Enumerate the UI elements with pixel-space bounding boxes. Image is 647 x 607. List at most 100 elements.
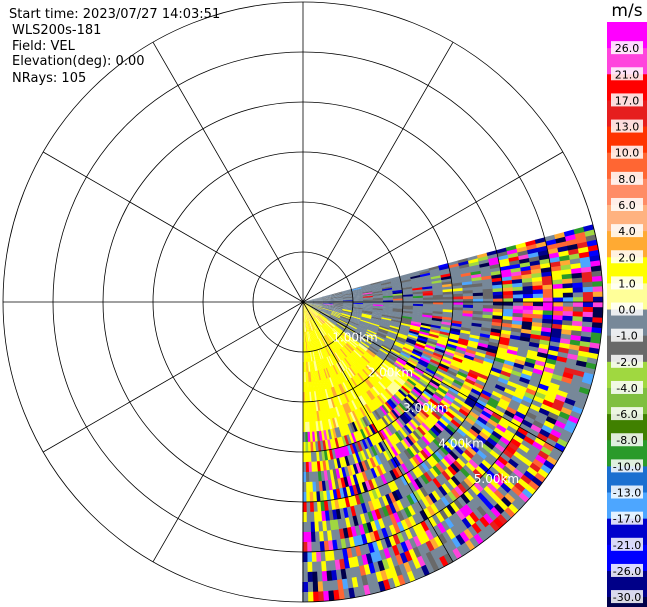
- velocity-gate: [532, 289, 544, 295]
- velocity-gate: [313, 300, 324, 302]
- velocity-gate: [463, 299, 474, 303]
- velocity-gate: [478, 446, 490, 458]
- velocity-gate: [446, 491, 458, 503]
- velocity-gate: [392, 522, 401, 535]
- velocity-gate: [506, 248, 518, 256]
- velocity-gate: [399, 327, 410, 333]
- velocity-gate: [348, 485, 355, 497]
- velocity-gate: [325, 367, 331, 379]
- velocity-gate: [364, 379, 373, 390]
- velocity-gate: [368, 376, 377, 386]
- velocity-gate: [495, 405, 507, 415]
- velocity-gate: [315, 481, 320, 493]
- velocity-gate: [341, 313, 352, 318]
- velocity-gate: [387, 447, 396, 459]
- velocity-gate: [537, 383, 550, 392]
- velocity-gate: [506, 380, 519, 389]
- velocity-gate: [375, 396, 384, 407]
- velocity-gate: [343, 466, 350, 478]
- velocity-gate: [377, 486, 386, 498]
- velocity-gate: [540, 446, 552, 457]
- velocity-gate: [332, 306, 343, 310]
- velocity-gate: [341, 332, 351, 341]
- velocity-gate: [347, 324, 357, 331]
- velocity-gate: [411, 430, 422, 441]
- velocity-gate: [330, 314, 340, 320]
- velocity-gates: [302, 224, 603, 602]
- velocity-gate: [485, 421, 497, 432]
- velocity-gate: [538, 407, 551, 417]
- velocity-gate: [470, 363, 482, 371]
- velocity-gate: [405, 395, 415, 405]
- velocity-gate: [409, 432, 419, 443]
- velocity-gate: [365, 522, 374, 534]
- velocity-gate: [489, 415, 501, 425]
- velocity-gate: [473, 452, 485, 464]
- velocity-gate: [411, 513, 421, 526]
- velocity-gate: [378, 349, 389, 357]
- velocity-gate: [451, 322, 462, 328]
- velocity-gate: [383, 536, 393, 549]
- velocity-gate: [368, 424, 376, 436]
- velocity-gate: [507, 441, 519, 452]
- velocity-gate: [582, 286, 594, 293]
- velocity-gate: [457, 257, 469, 264]
- velocity-gate: [345, 327, 355, 335]
- velocity-gate: [319, 312, 329, 320]
- velocity-gate: [428, 467, 439, 479]
- velocity-gate: [333, 303, 344, 305]
- velocity-gate: [421, 279, 432, 284]
- velocity-gate: [355, 385, 364, 396]
- velocity-gate: [494, 443, 506, 454]
- velocity-gate: [517, 380, 529, 389]
- velocity-gate: [338, 336, 347, 345]
- velocity-gate: [326, 439, 332, 451]
- velocity-gate: [462, 357, 474, 365]
- velocity-gate: [314, 318, 321, 327]
- velocity-gate: [357, 345, 367, 353]
- velocity-gate: [434, 422, 445, 433]
- velocity-gate: [456, 496, 467, 508]
- velocity-gate: [348, 354, 357, 363]
- velocity-gate: [358, 482, 365, 494]
- velocity-gate: [427, 415, 438, 426]
- velocity-gate: [429, 270, 441, 276]
- velocity-gate: [509, 399, 521, 408]
- velocity-gate: [521, 456, 533, 468]
- velocity-gate: [341, 456, 348, 468]
- velocity-gate: [362, 305, 374, 308]
- velocity-gate: [390, 320, 402, 325]
- velocity-gate: [386, 332, 398, 339]
- velocity-gate: [527, 407, 540, 417]
- velocity-gate: [446, 424, 457, 434]
- velocity-gate: [312, 371, 316, 382]
- velocity-gate: [432, 304, 444, 308]
- velocity-gate: [381, 283, 392, 287]
- velocity-gate: [461, 324, 472, 330]
- velocity-gate: [328, 355, 334, 366]
- velocity-gate: [370, 359, 380, 369]
- velocity-gate: [346, 379, 354, 390]
- velocity-gate: [347, 412, 354, 424]
- velocity-gate: [341, 313, 352, 317]
- velocity-gate: [372, 372, 382, 382]
- velocity-gate: [468, 511, 480, 524]
- velocity-gate: [332, 303, 344, 305]
- velocity-gate: [432, 352, 444, 359]
- velocity-gate: [325, 334, 332, 344]
- velocity-gate: [382, 439, 391, 450]
- velocity-gate: [337, 467, 344, 479]
- velocity-gate: [482, 288, 494, 294]
- velocity-gate: [420, 322, 432, 328]
- velocity-gate: [329, 343, 336, 354]
- velocity-gate: [477, 255, 489, 262]
- velocity-gate: [466, 413, 478, 424]
- velocity-gate: [322, 304, 334, 307]
- velocity-gate: [318, 481, 323, 492]
- colorbar-title: m/s: [611, 1, 642, 21]
- velocity-gate: [394, 431, 404, 442]
- velocity-gate: [372, 309, 384, 312]
- velocity-gate: [443, 350, 455, 358]
- velocity-gate: [343, 381, 351, 392]
